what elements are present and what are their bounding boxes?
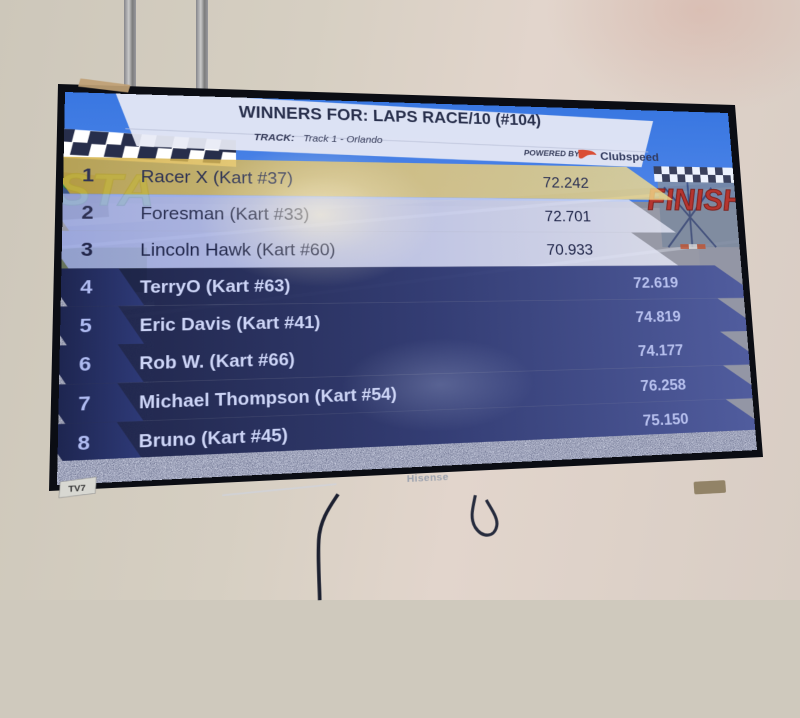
svg-text:Hisense: Hisense xyxy=(407,472,449,485)
svg-text:TV7: TV7 xyxy=(68,482,86,494)
